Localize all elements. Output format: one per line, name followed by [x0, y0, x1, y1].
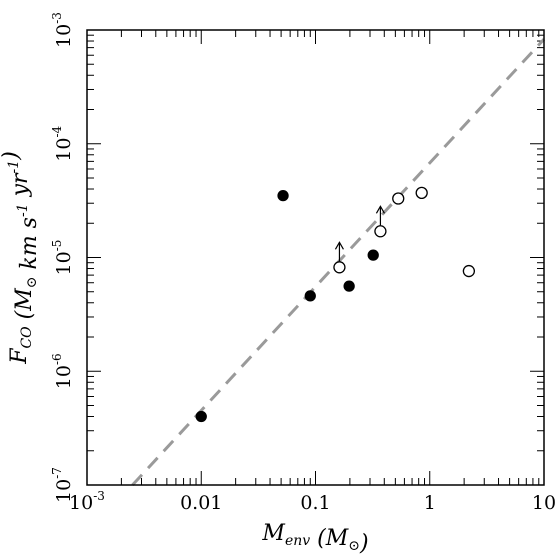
filled-data-point	[277, 189, 289, 202]
lower-limit-arrowhead	[375, 205, 385, 214]
filled-data-point	[304, 290, 316, 302]
filled-data-point	[367, 249, 379, 261]
open-data-point	[392, 192, 405, 205]
open-data-point	[415, 186, 428, 200]
x-axis-title: Menv (M⊙)	[261, 521, 368, 554]
x-tick-label: 10	[532, 492, 556, 514]
y-tick-label: 10-4	[50, 125, 75, 161]
x-tick-label: 10-3	[69, 489, 105, 514]
axis-labels-layer: 10-3 0.01 0.1 1 10 10-7 10-6 10-5 10-4 10-3 Menv (…	[0, 12, 556, 554]
y-tick-label: 10-7	[50, 467, 75, 503]
x-tick-label: 0.01	[180, 492, 222, 514]
y-tick-label: 10-6	[50, 353, 75, 389]
x-tick-label: 1	[424, 492, 436, 514]
filled-data-point	[343, 280, 355, 292]
open-data-point	[333, 261, 346, 274]
ticks-layer	[86, 29, 545, 486]
y-tick-label: 10-5	[50, 240, 75, 276]
x-tick-label: 0.1	[300, 492, 330, 514]
open-data-point	[462, 264, 476, 278]
data-points-layer	[195, 186, 476, 423]
y-tick-label: 10-3	[50, 12, 75, 48]
lower-limit-arrowhead	[334, 241, 344, 250]
plot-frame	[86, 29, 545, 486]
open-data-point	[374, 225, 387, 238]
y-axis-title: FCO (M⊙ km s-1 yr-1)	[0, 151, 42, 365]
filled-data-point	[195, 410, 207, 423]
